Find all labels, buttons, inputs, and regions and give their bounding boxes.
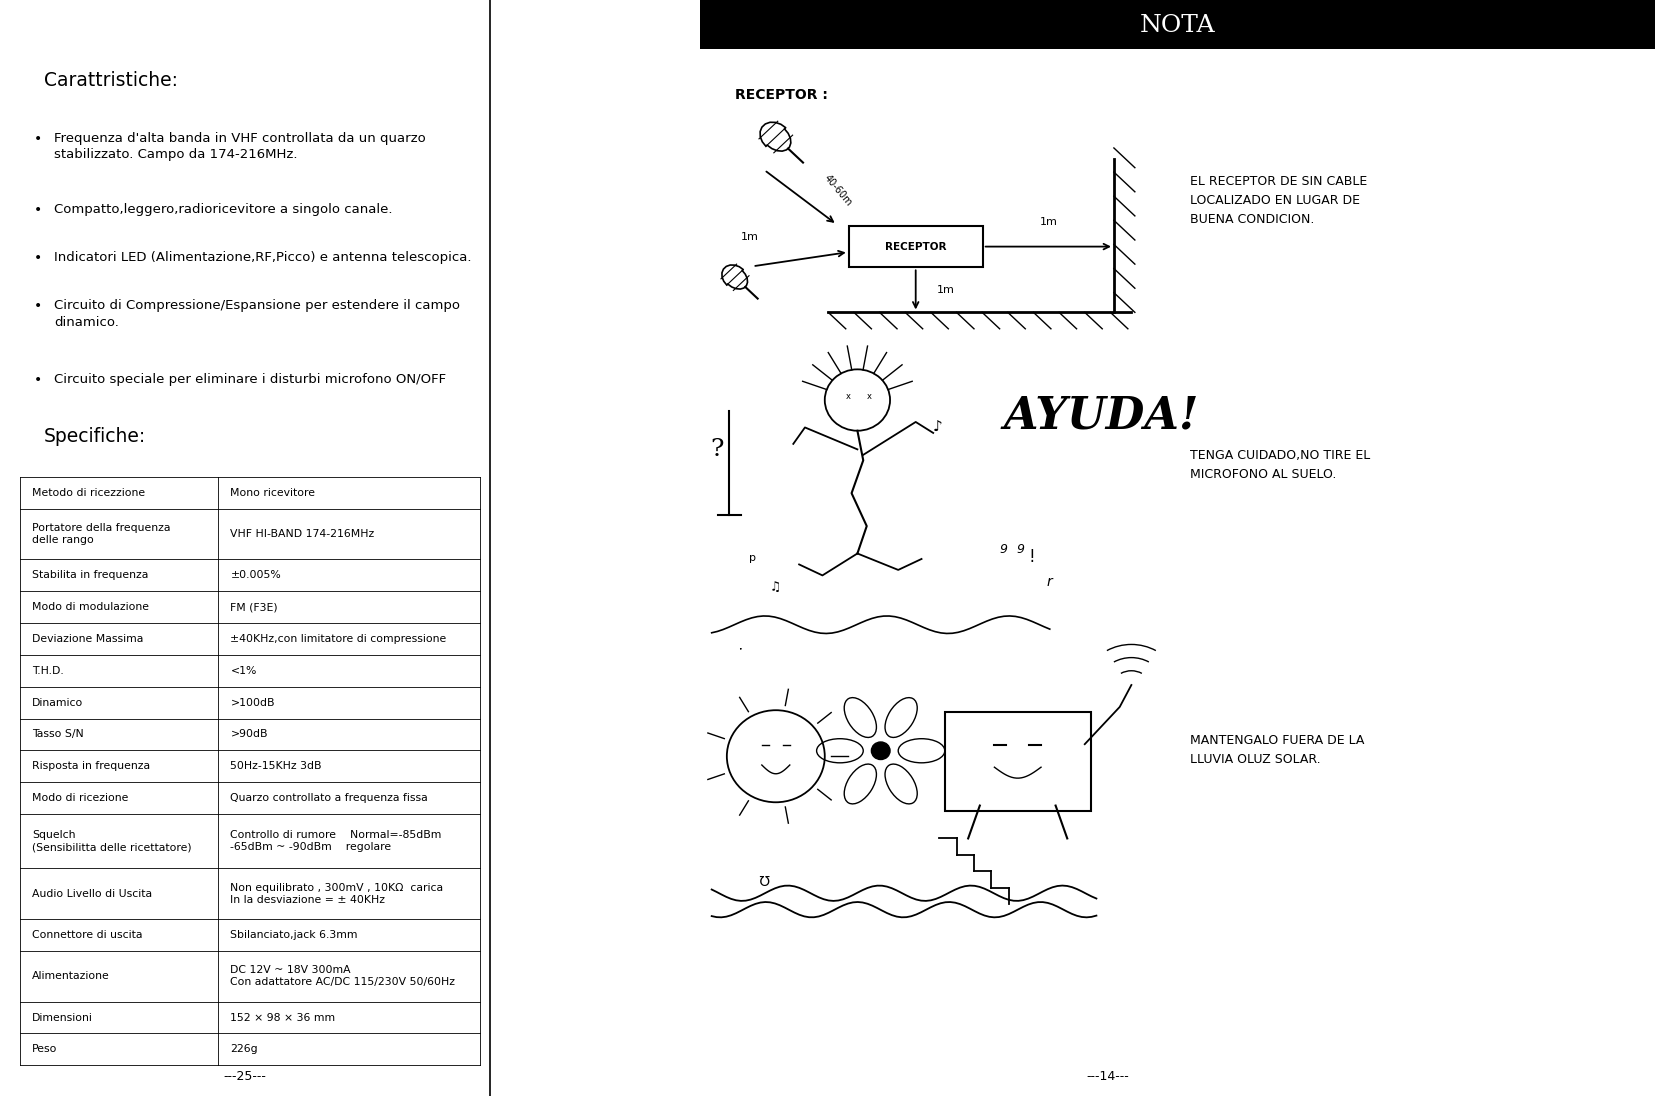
Text: p: p [748, 553, 756, 563]
Text: Controllo di rumore    Normal=-85dBm
-65dBm ~ -90dBm    regolare: Controllo di rumore Normal=-85dBm -65dBm… [230, 830, 442, 852]
Text: Modo di modulazione: Modo di modulazione [31, 602, 149, 613]
Bar [700, 0, 1655, 49]
Text: 9: 9 [998, 543, 1006, 556]
Text: RECEPTOR: RECEPTOR [884, 241, 947, 252]
Text: Connettore di uscita: Connettore di uscita [31, 929, 142, 940]
Text: Indicatori LED (Alimentazione,RF,Picco) e antenna telescopica.: Indicatori LED (Alimentazione,RF,Picco) … [55, 251, 472, 264]
Text: 50Hz-15KHz 3dB: 50Hz-15KHz 3dB [230, 762, 321, 772]
Text: Compatto,leggero,radioricevitore a singolo canale.: Compatto,leggero,radioricevitore a singo… [55, 203, 392, 216]
Text: Circuito speciale per eliminare i disturbi microfono ON/OFF: Circuito speciale per eliminare i distur… [55, 373, 445, 386]
Text: Stabilita in frequenza: Stabilita in frequenza [31, 570, 149, 581]
Text: r: r [1046, 575, 1053, 590]
Text: ♪: ♪ [933, 420, 942, 435]
Text: x: x [846, 392, 851, 401]
Text: TENGA CUIDADO,NO TIRE EL
MICROFONO AL SUELO.: TENGA CUIDADO,NO TIRE EL MICROFONO AL SU… [1188, 449, 1369, 481]
FancyBboxPatch shape [847, 226, 981, 267]
FancyBboxPatch shape [945, 712, 1091, 811]
Text: Alimentazione: Alimentazione [31, 971, 109, 981]
Text: 152 × 98 × 36 mm: 152 × 98 × 36 mm [230, 1013, 336, 1023]
Text: RECEPTOR :: RECEPTOR : [735, 88, 828, 102]
Text: ---25---: ---25--- [223, 1070, 266, 1083]
Text: Portatore della frequenza
delle rango: Portatore della frequenza delle rango [31, 523, 170, 545]
Text: DC 12V ~ 18V 300mA
Con adattatore AC/DC 115/230V 50/60Hz: DC 12V ~ 18V 300mA Con adattatore AC/DC … [230, 966, 455, 987]
Text: EL RECEPTOR DE SIN CABLE
LOCALIZADO EN LUGAR DE
BUENA CONDICION.: EL RECEPTOR DE SIN CABLE LOCALIZADO EN L… [1188, 175, 1365, 227]
Text: •: • [35, 373, 43, 387]
Text: Modo di ricezione: Modo di ricezione [31, 794, 127, 803]
Text: VHF HI-BAND 174-216MHz: VHF HI-BAND 174-216MHz [230, 529, 374, 539]
Text: •: • [35, 251, 43, 265]
Text: Dinamico: Dinamico [31, 698, 83, 708]
Text: 1m: 1m [1039, 217, 1056, 227]
Text: 226g: 226g [230, 1044, 258, 1054]
Text: 40-60m: 40-60m [823, 173, 854, 208]
Text: ?: ? [710, 438, 723, 461]
Text: Ω: Ω [758, 871, 770, 886]
Text: Non equilibrato , 300mV , 10KΩ  carica
In la desviazione = ± 40KHz: Non equilibrato , 300mV , 10KΩ carica In… [230, 882, 444, 904]
Text: •: • [35, 132, 43, 146]
Text: ♫: ♫ [770, 581, 781, 594]
Text: x: x [866, 392, 871, 401]
Text: !: ! [1028, 548, 1034, 566]
Circle shape [871, 742, 889, 760]
Text: Circuito di Compressione/Espansione per estendere il campo
dinamico.: Circuito di Compressione/Espansione per … [55, 299, 460, 329]
Text: Carattristiche:: Carattristiche: [45, 71, 179, 90]
Text: 1m: 1m [937, 285, 953, 295]
Text: ±40KHz,con limitatore di compressione: ±40KHz,con limitatore di compressione [230, 633, 447, 644]
Text: Squelch
(Sensibilitta delle ricettatore): Squelch (Sensibilitta delle ricettatore) [31, 830, 192, 852]
Text: Specifiche:: Specifiche: [45, 427, 146, 446]
Text: AYUDA!: AYUDA! [1003, 395, 1198, 437]
Text: Peso: Peso [31, 1044, 58, 1054]
Text: T.H.D.: T.H.D. [31, 666, 63, 676]
Text: 1m: 1m [740, 232, 758, 242]
Text: <1%: <1% [230, 666, 257, 676]
Text: >90dB: >90dB [230, 730, 268, 740]
Text: •: • [35, 203, 43, 217]
Text: ---14---: ---14--- [1086, 1070, 1129, 1083]
Text: Audio Livello di Uscita: Audio Livello di Uscita [31, 889, 152, 899]
Text: Dimensioni: Dimensioni [31, 1013, 93, 1023]
Text: ±0.005%: ±0.005% [230, 570, 281, 581]
Text: 9: 9 [1016, 543, 1024, 556]
Text: MANTENGALO FUERA DE LA
LLUVIA OLUZ SOLAR.: MANTENGALO FUERA DE LA LLUVIA OLUZ SOLAR… [1188, 734, 1364, 766]
Text: Metodo di ricezzione: Metodo di ricezzione [31, 488, 146, 498]
Text: Frequenza d'alta banda in VHF controllata da un quarzo
stabilizzato. Campo da 17: Frequenza d'alta banda in VHF controllat… [55, 132, 425, 161]
Text: FM (F3E): FM (F3E) [230, 602, 278, 613]
Text: NOTA: NOTA [1140, 14, 1215, 36]
Text: >100dB: >100dB [230, 698, 275, 708]
Text: Tasso S/N: Tasso S/N [31, 730, 83, 740]
Text: Quarzo controllato a frequenza fissa: Quarzo controllato a frequenza fissa [230, 794, 429, 803]
Text: Sbilanciato,jack 6.3mm: Sbilanciato,jack 6.3mm [230, 929, 357, 940]
Text: Deviazione Massima: Deviazione Massima [31, 633, 142, 644]
Text: •: • [35, 299, 43, 313]
Text: Mono ricevitore: Mono ricevitore [230, 488, 314, 498]
Text: Risposta in frequenza: Risposta in frequenza [31, 762, 151, 772]
